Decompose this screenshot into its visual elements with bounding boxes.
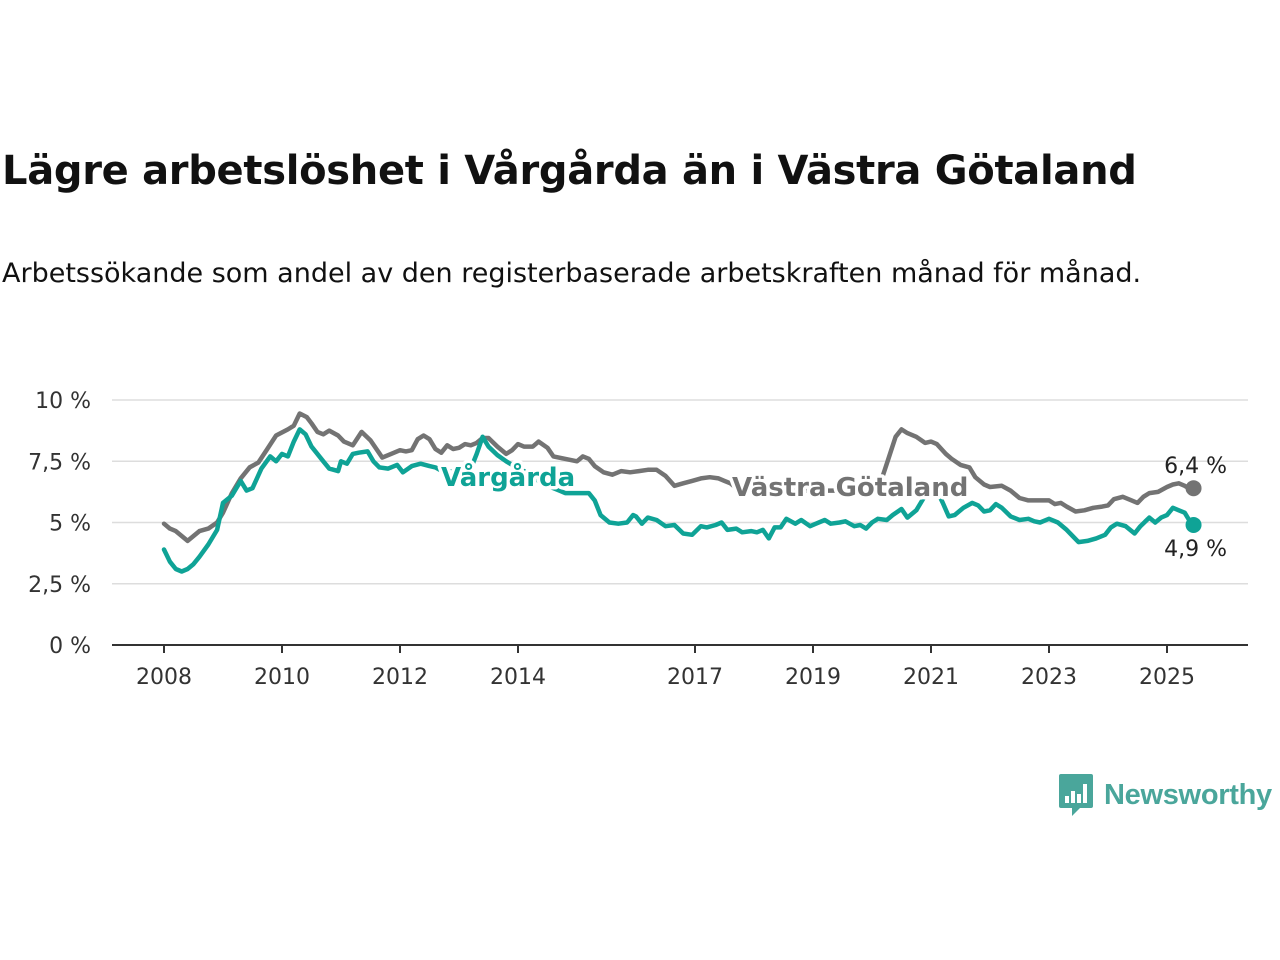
x-tick-label: 2019	[785, 665, 841, 690]
y-tick-label: 2,5 %	[28, 573, 91, 598]
series-line	[161, 427, 1196, 574]
series-name-label: Vårgårda	[441, 461, 575, 493]
y-axis-labels: 0 % 2,5 % 5 % 7,5 % 10 %	[28, 389, 91, 659]
x-tick-label: 2023	[1021, 665, 1077, 690]
chart-title: Lägre arbetslöshet i Vårgårda än i Västr…	[2, 148, 1137, 194]
x-tick-label: 2021	[903, 665, 959, 690]
x-tick-label: 2012	[372, 665, 428, 690]
x-tick-label: 2017	[667, 665, 723, 690]
series-name-label: Västra Götaland	[732, 473, 968, 503]
chart-subtitle: Arbetssökande som andel av den registerb…	[2, 258, 1142, 289]
y-tick-label: 5 %	[49, 512, 91, 537]
x-tick-label: 2014	[490, 665, 546, 690]
x-tick-label: 2010	[254, 665, 310, 690]
series-labels: Västra Götaland 6,4 % Vårgårda 4,9 %	[438, 454, 1227, 562]
newsworthy-chart-icon	[1059, 774, 1093, 816]
series-line	[161, 411, 1196, 544]
series-lines	[161, 411, 1202, 574]
logo-text: Newsworthy	[1104, 778, 1272, 811]
x-axis-ticks: 2008 2010 2012 2014 2017 2019 2021 2023 2025	[136, 645, 1195, 690]
newsworthy-logo: Newsworthy	[1058, 772, 1272, 818]
series-end-point	[1185, 480, 1202, 497]
x-tick-label: 2008	[136, 665, 192, 690]
line-chart: 0 % 2,5 % 5 % 7,5 % 10 % 2008 2010 2012 2014 201…	[28, 389, 1248, 690]
y-tick-label: 10 %	[35, 389, 91, 414]
gridlines	[112, 399, 1248, 585]
x-tick-label: 2025	[1139, 665, 1195, 690]
series-end-label: 6,4 %	[1164, 454, 1227, 479]
y-tick-label: 7,5 %	[28, 450, 91, 475]
series-end-label: 4,9 %	[1164, 537, 1227, 562]
series-end-point	[1185, 516, 1202, 533]
y-tick-label: 0 %	[49, 634, 91, 659]
